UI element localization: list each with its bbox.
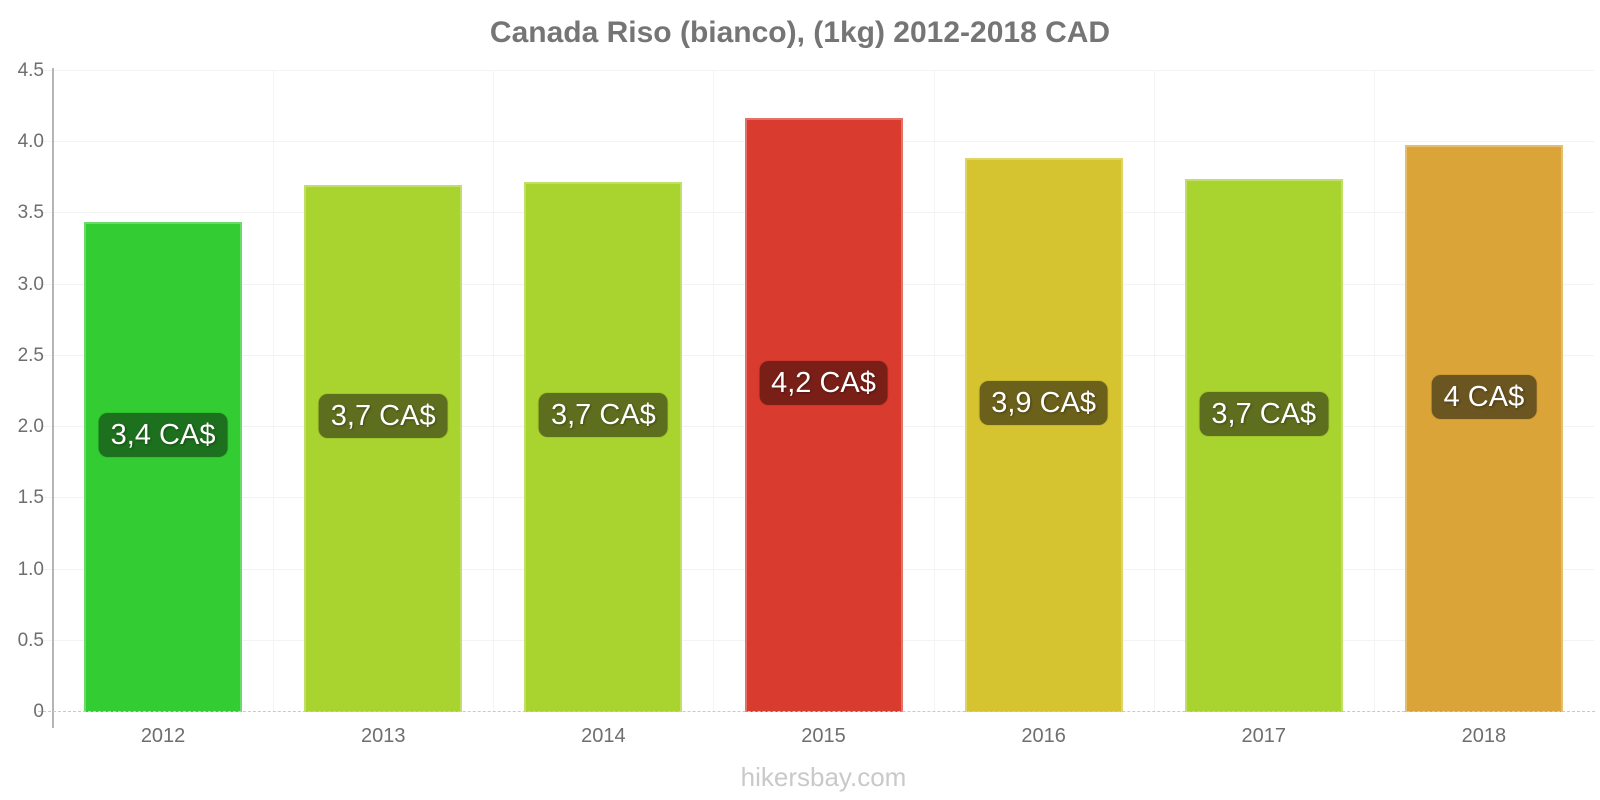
bar-2016: 3,9 CA$ [964, 157, 1123, 712]
x-axis-label-2013: 2013 [360, 725, 406, 747]
bar-2018: 4 CA$ [1404, 145, 1563, 712]
gridline-vertical [1373, 71, 1375, 712]
bar-2015: 4,2 CA$ [744, 118, 903, 712]
bar-value-label-2014: 3,7 CA$ [538, 393, 668, 438]
bar-2014: 3,7 CA$ [524, 182, 683, 712]
plot-area: 3,4 CA$ 3,7 CA$ 3,7 CA$ 4,2 CA$ 3,9 CA$ 3,7 C… [38, 70, 1594, 712]
y-axis-tick-label: 3.0 [17, 273, 44, 295]
y-axis-line [52, 68, 54, 728]
x-axis-label-2014: 2014 [581, 725, 626, 747]
bar-value-label-2012: 3,4 CA$ [98, 413, 228, 457]
y-axis-tick-label: 1.0 [17, 558, 44, 580]
bar-2017: 3,7 CA$ [1184, 179, 1343, 712]
watermark: hikersbay.com [740, 762, 907, 792]
y-axis-tick-label: 3.5 [17, 202, 44, 224]
bar-value-label-2013: 3,7 CA$ [318, 394, 448, 439]
x-axis-label-2016: 2016 [1021, 725, 1066, 747]
x-axis-label-2017: 2017 [1241, 725, 1287, 747]
gridline-horizontal [38, 70, 1594, 71]
gridline-vertical [933, 71, 935, 712]
gridline-vertical [713, 71, 715, 712]
y-axis-tick-label: 4.5 [17, 60, 44, 81]
chart-title: Canada Riso (bianco), (1kg) 2012-2018 CA… [489, 16, 1111, 49]
bar-2013: 3,7 CA$ [304, 184, 463, 712]
y-axis-tick-label: 0.5 [17, 629, 44, 651]
bar-value-label-2018: 4 CA$ [1431, 374, 1537, 419]
y-axis-tick-label: 1.5 [17, 487, 44, 509]
x-axis-label-2012: 2012 [140, 725, 186, 747]
bar-2012: 3,4 CA$ [84, 222, 243, 712]
x-axis-label-2015: 2015 [801, 725, 846, 747]
bar-value-label-2017: 3,7 CA$ [1199, 391, 1329, 436]
y-axis-tick-label: 2.0 [17, 416, 44, 438]
y-axis-tick-label: 4.0 [17, 131, 44, 153]
bar-value-label-2016: 3,9 CA$ [979, 380, 1109, 425]
x-axis-line [38, 711, 1595, 712]
y-axis-tick-label: 0 [33, 701, 44, 722]
x-axis-label-2018: 2018 [1461, 725, 1507, 747]
gridline-vertical [1153, 71, 1155, 712]
gridline-vertical [493, 71, 495, 712]
bar-value-label-2015: 4,2 CA$ [759, 361, 888, 405]
gridline-vertical [273, 71, 275, 712]
y-axis-tick-label: 2.5 [17, 344, 44, 366]
